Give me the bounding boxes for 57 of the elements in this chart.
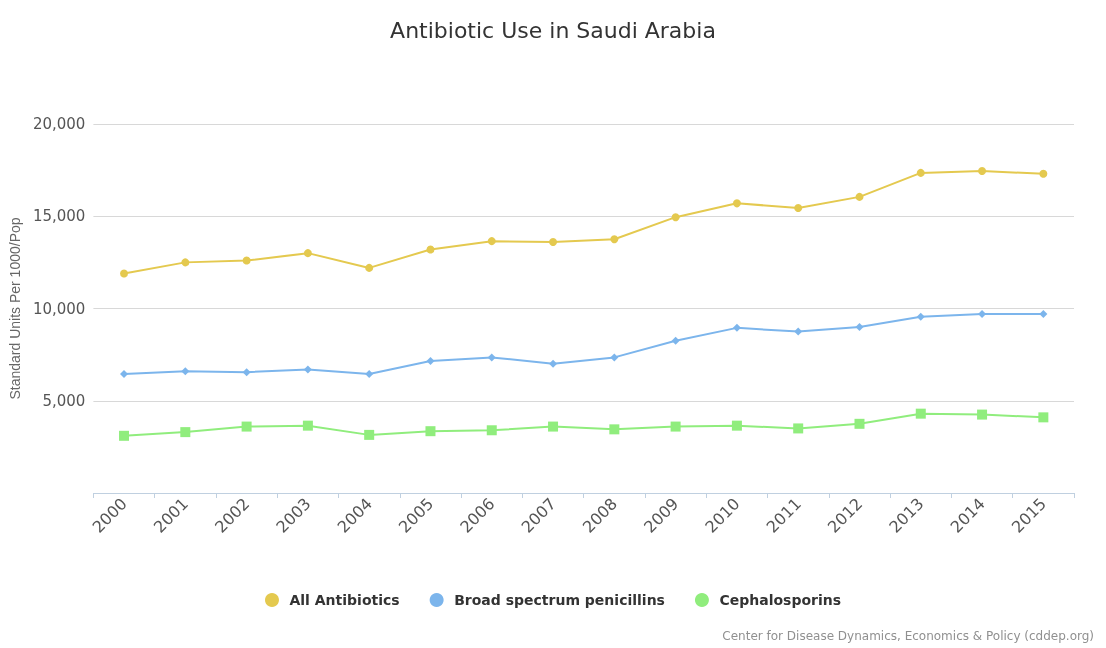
point: [794, 203, 803, 212]
text: Center for Disease Dynamics, Economics & Policy (cddep.org): [722, 629, 1094, 643]
point: [365, 370, 374, 378]
point: [548, 421, 559, 432]
point: [916, 168, 925, 177]
y-tick-label: 5,000: [42, 391, 86, 410]
y-tick-label: 15,000: [32, 207, 86, 226]
point: [364, 429, 375, 440]
point: [610, 235, 619, 244]
point: [487, 353, 496, 362]
point: [303, 249, 312, 258]
point: [854, 418, 865, 429]
point: [977, 409, 988, 420]
point: [241, 421, 252, 432]
point: [1038, 412, 1049, 423]
point: [915, 408, 926, 419]
point: [549, 238, 558, 247]
point: [180, 427, 191, 438]
point: [731, 420, 742, 431]
legend-label: Cephalosporins: [719, 592, 842, 608]
point: [181, 258, 190, 267]
y-tick-label: 20,000: [32, 115, 86, 133]
point: [978, 167, 987, 176]
legend-label: All Antibiotics: [289, 592, 400, 608]
point: [732, 323, 741, 332]
point: [732, 199, 741, 208]
point: [549, 359, 558, 368]
point: [793, 423, 804, 434]
point: [426, 245, 435, 254]
chart-title: Antibiotic Use in Saudi Arabia: [390, 17, 716, 43]
point: [242, 256, 251, 265]
point: [303, 365, 312, 374]
legend-label: Broad spectrum penicillins: [454, 592, 665, 608]
y-tick-label: 10,000: [32, 299, 86, 318]
point: [855, 322, 864, 331]
point: [794, 327, 803, 336]
point: [1039, 310, 1048, 319]
point: [916, 312, 925, 321]
point: [609, 424, 620, 435]
point: [487, 237, 496, 246]
point: [671, 336, 680, 345]
point: [119, 430, 130, 441]
point: [120, 269, 129, 278]
point: [120, 370, 129, 378]
point: [365, 263, 374, 272]
y-axis-title: Standard Units Per 1000/Pop: [7, 217, 23, 400]
point: [302, 420, 313, 431]
point: [426, 357, 435, 366]
point: [855, 192, 864, 201]
point: [1039, 169, 1048, 178]
point: [486, 425, 497, 436]
point: [610, 353, 619, 362]
point: [242, 368, 251, 377]
point: [181, 367, 190, 376]
point: [670, 421, 681, 432]
point: [425, 426, 436, 437]
point: [671, 213, 680, 222]
